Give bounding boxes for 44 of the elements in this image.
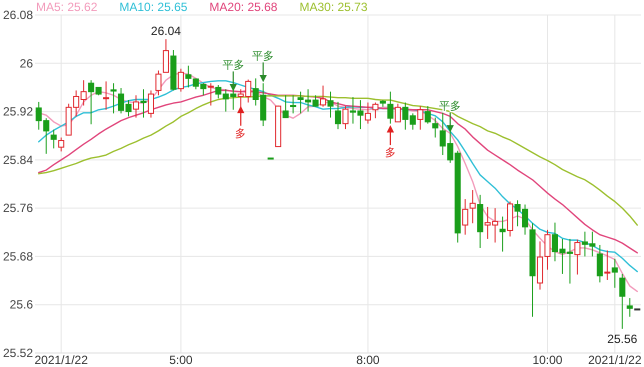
- y-tick-label: 26.08: [2, 8, 34, 22]
- candlestick: [477, 194, 484, 248]
- x-tick-label: 2021/1/22: [34, 353, 88, 367]
- candlestick: [500, 216, 506, 252]
- candlestick: [604, 250, 610, 280]
- candlestick: [334, 101, 342, 130]
- text: 平多: [439, 100, 462, 112]
- candlestick: [50, 129, 57, 149]
- legend-label: 平多: [222, 59, 244, 72]
- y-tick-label: 25.68: [2, 249, 34, 264]
- annotation: 25.56: [607, 332, 638, 346]
- candlestick: [387, 91, 394, 124]
- candlestick: [432, 117, 438, 138]
- text: 平多: [252, 50, 274, 62]
- x-tick-label: 5:00: [169, 353, 193, 367]
- candlestick: [470, 190, 476, 224]
- y-tick-label: 25.92: [2, 104, 34, 119]
- candlestick: [103, 80, 110, 110]
- candlestick: [462, 198, 468, 236]
- y-tick-label: 25.52: [2, 346, 34, 360]
- text: MA30: 25.73: [299, 0, 368, 14]
- text: MA5: 25.62: [36, 0, 98, 14]
- y-tick-label: 26: [20, 56, 34, 70]
- x-tick-label: 2021/1/22: [588, 353, 642, 367]
- annotation: 26.04: [150, 24, 182, 38]
- candlestick: [612, 258, 618, 288]
- y-tick-label: 25.6: [10, 298, 34, 312]
- text: 多: [384, 147, 396, 160]
- point: [386, 126, 394, 132]
- point: [260, 74, 267, 82]
- text: MA20: 25.68: [209, 0, 278, 14]
- candlestick: [596, 244, 603, 283]
- candlestick: [140, 88, 147, 118]
- y-tick-label: 25.76: [2, 201, 34, 216]
- series-label: 多: [235, 128, 246, 140]
- text: MA10: 25.65: [119, 0, 188, 14]
- candlestick: [529, 222, 536, 318]
- candlestick: [327, 91, 334, 118]
- y-tick-label: 25.84: [2, 152, 34, 167]
- candlestick: [626, 298, 633, 318]
- x-tick-label: 10:00: [532, 353, 563, 367]
- candlestick: [417, 106, 424, 130]
- x-tick-label: 8:00: [356, 353, 380, 367]
- candlestick: [110, 82, 117, 114]
